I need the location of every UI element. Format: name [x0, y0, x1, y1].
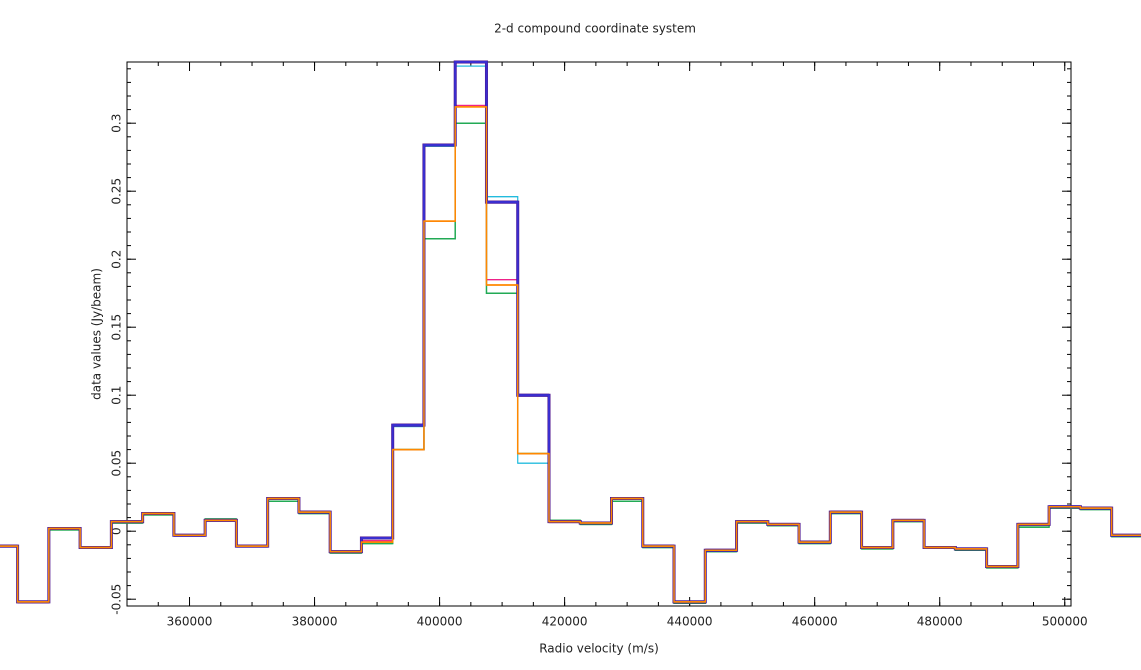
x-tick-label: 480000 [917, 615, 963, 629]
y-tick-label: 0.25 [110, 178, 124, 205]
y-tick-label: -0.05 [110, 584, 124, 615]
y-tick-label: 0.05 [110, 450, 124, 477]
y-axis-label: data values (Jy/beam) [90, 268, 104, 400]
x-axis-label: Radio velocity (m/s) [539, 642, 659, 656]
y-tick-label: 0.3 [110, 114, 124, 133]
plot-frame [126, 61, 1072, 607]
x-tick-label: 360000 [167, 615, 213, 629]
x-tick-label: 380000 [292, 615, 338, 629]
x-tick-label: 400000 [417, 615, 463, 629]
step-connector [0, 106, 1141, 603]
y-tick-label: 0 [110, 527, 124, 535]
step-connector [0, 104, 1141, 603]
y-tick-label: 0.1 [110, 386, 124, 405]
x-tick-label: 500000 [1042, 615, 1088, 629]
x-tick-label: 460000 [792, 615, 838, 629]
chart-title: 2-d compound coordinate system [494, 22, 696, 36]
y-tick-label: 0.2 [110, 250, 124, 269]
step-connector [0, 122, 1141, 605]
x-tick-label: 440000 [667, 615, 713, 629]
x-tick-label: 420000 [542, 615, 588, 629]
y-tick-label: 0.15 [110, 314, 124, 341]
